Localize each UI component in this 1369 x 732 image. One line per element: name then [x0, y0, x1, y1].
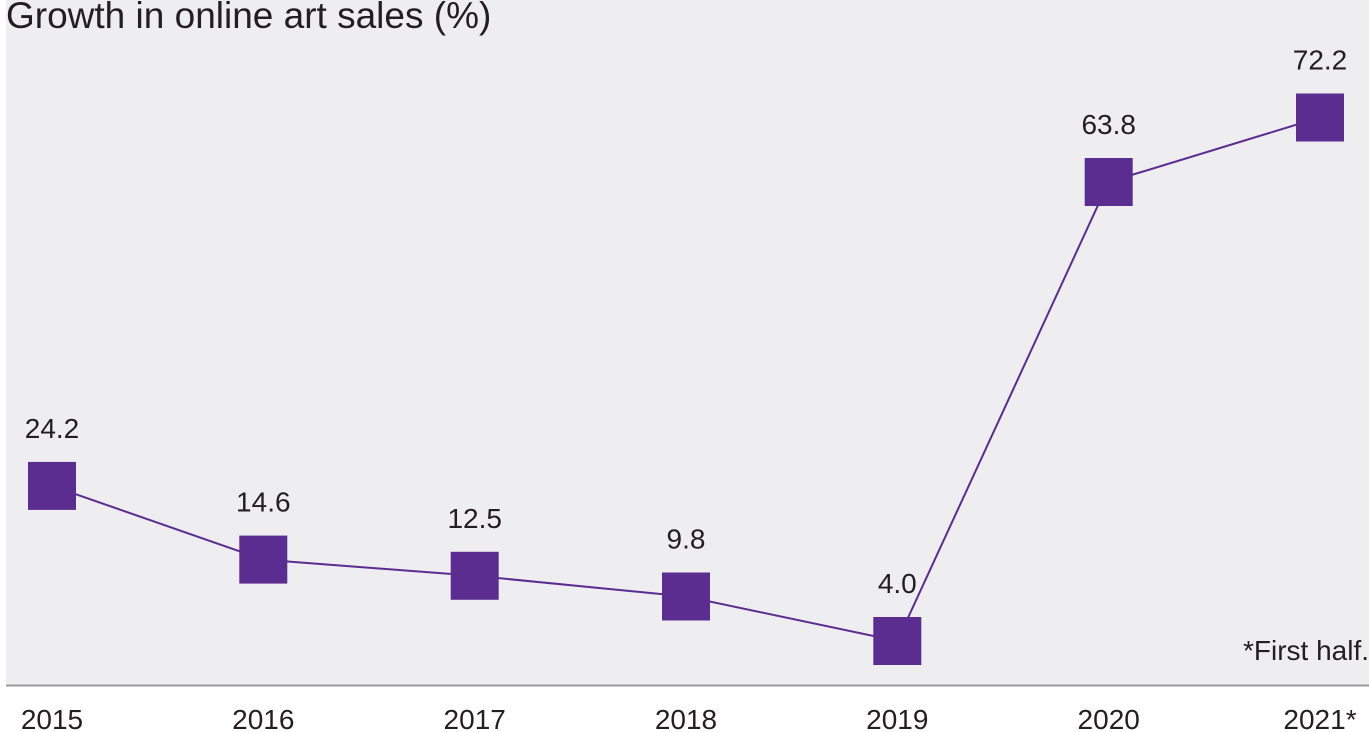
data-point-marker	[239, 535, 288, 584]
x-tick-label: 2021*	[1283, 704, 1356, 732]
data-value-label: 63.8	[1081, 109, 1136, 140]
x-tick-label: 2019	[866, 704, 928, 732]
data-point-marker	[1084, 158, 1133, 206]
data-point-marker	[662, 572, 710, 621]
data-point-marker	[450, 551, 499, 600]
data-point-marker	[28, 461, 76, 510]
data-labels: 24.2 14.6 12.5 9.8 4.0 63.8 72.2	[25, 45, 1348, 600]
data-markers	[28, 93, 1344, 665]
data-value-label: 14.6	[236, 487, 291, 518]
x-tick-label: 2015	[21, 704, 83, 732]
data-value-label: 12.5	[447, 503, 502, 534]
x-tick-label: 2016	[232, 704, 294, 732]
x-axis-ticks: 2015 2016 2017 2018 2019 2020 2021*	[21, 704, 1357, 732]
data-value-label: 4.0	[878, 568, 917, 599]
data-value-label: 9.8	[667, 524, 706, 555]
x-tick-label: 2020	[1078, 704, 1140, 732]
data-value-label: 24.2	[25, 413, 80, 444]
data-point-marker	[873, 617, 922, 665]
plot-background	[6, 0, 1369, 685]
footnote: *First half.	[1243, 635, 1369, 666]
data-point-marker	[1296, 93, 1344, 142]
x-tick-label: 2017	[444, 704, 506, 732]
chart-title: Growth in online art sales (%)	[6, 0, 491, 36]
x-tick-label: 2018	[655, 704, 717, 732]
data-value-label: 72.2	[1293, 45, 1348, 76]
